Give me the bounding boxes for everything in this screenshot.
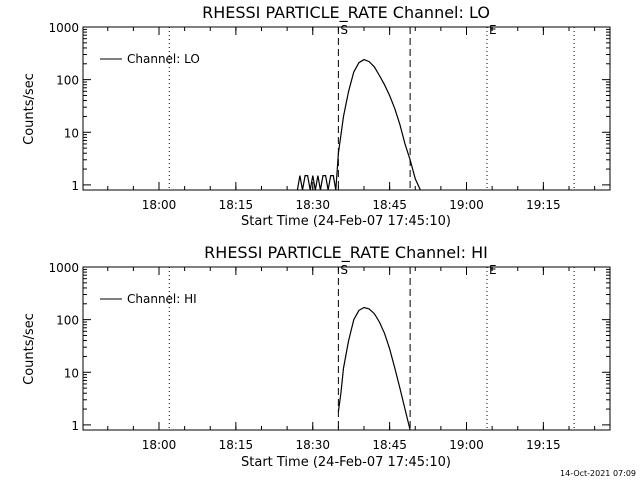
marker-label-hi: E (489, 263, 497, 277)
x-tick-label-hi: 18:15 (219, 438, 254, 452)
plot-frame-hi (82, 266, 611, 431)
plot-area-lo: 1 10 100 1000 18:00 18:15 18:30 18:45 19:00 19:15… (48, 21, 611, 212)
x-tick-label-hi: 18:45 (372, 438, 407, 452)
y-tick-label-hi: 1000 (48, 261, 79, 275)
x-tick-label-lo: 18:45 (372, 198, 407, 212)
y-tick-label-lo: 1 (71, 179, 79, 193)
marker-label-lo: S (340, 23, 348, 37)
y-axis-label-lo: Counts/sec (22, 73, 37, 145)
x-tick-label-hi: 18:30 (295, 438, 330, 452)
series-line-lo (296, 58, 421, 191)
x-axis-label-lo: Start Time (24-Feb-07 17:45:10) (241, 214, 451, 229)
footer-timestamp: 14-Oct-2021 07:09 (560, 469, 636, 478)
x-tick-label-lo: 18:00 (142, 198, 177, 212)
plot-frame-lo (82, 26, 611, 191)
x-tick-label-hi: 18:00 (142, 438, 177, 452)
x-tick-label-lo: 19:15 (526, 198, 561, 212)
chart-title-lo: RHESSI PARTICLE_RATE Channel: LO (202, 3, 490, 23)
marker-label-lo: E (489, 23, 497, 37)
y-tick-label-lo: 10 (64, 126, 79, 140)
x-tick-label-hi: 19:15 (526, 438, 561, 452)
legend-entry-lo: Channel: LO (127, 52, 200, 66)
y-tick-label-lo: 1000 (48, 21, 79, 35)
chart-title-hi: RHESSI PARTICLE_RATE Channel: HI (204, 243, 488, 263)
legend-entry-hi: Channel: HI (127, 292, 197, 306)
x-tick-label-lo: 19:00 (449, 198, 484, 212)
y-tick-label-lo: 100 (56, 74, 79, 88)
x-tick-label-lo: 18:15 (219, 198, 254, 212)
y-tick-label-hi: 10 (64, 366, 79, 380)
plot-area-hi: 1 10 100 1000 18:00 18:15 18:30 18:45 19:00 19:15… (48, 261, 611, 452)
x-tick-label-hi: 19:00 (449, 438, 484, 452)
panel-hi: RHESSI PARTICLE_RATE Channel: HI 1101001… (22, 243, 611, 470)
x-axis-label-hi: Start Time (24-Feb-07 17:45:10) (241, 455, 451, 470)
y-axis-label-hi: Counts/sec (22, 313, 37, 385)
x-tick-label-lo: 18:30 (295, 198, 330, 212)
y-tick-label-hi: 100 (56, 314, 79, 328)
series-line-hi (337, 306, 411, 431)
panel-lo: RHESSI PARTICLE_RATE Channel: LO 1101001… (22, 3, 611, 229)
y-tick-label-hi: 1 (71, 419, 79, 433)
marker-label-hi: S (340, 263, 348, 277)
